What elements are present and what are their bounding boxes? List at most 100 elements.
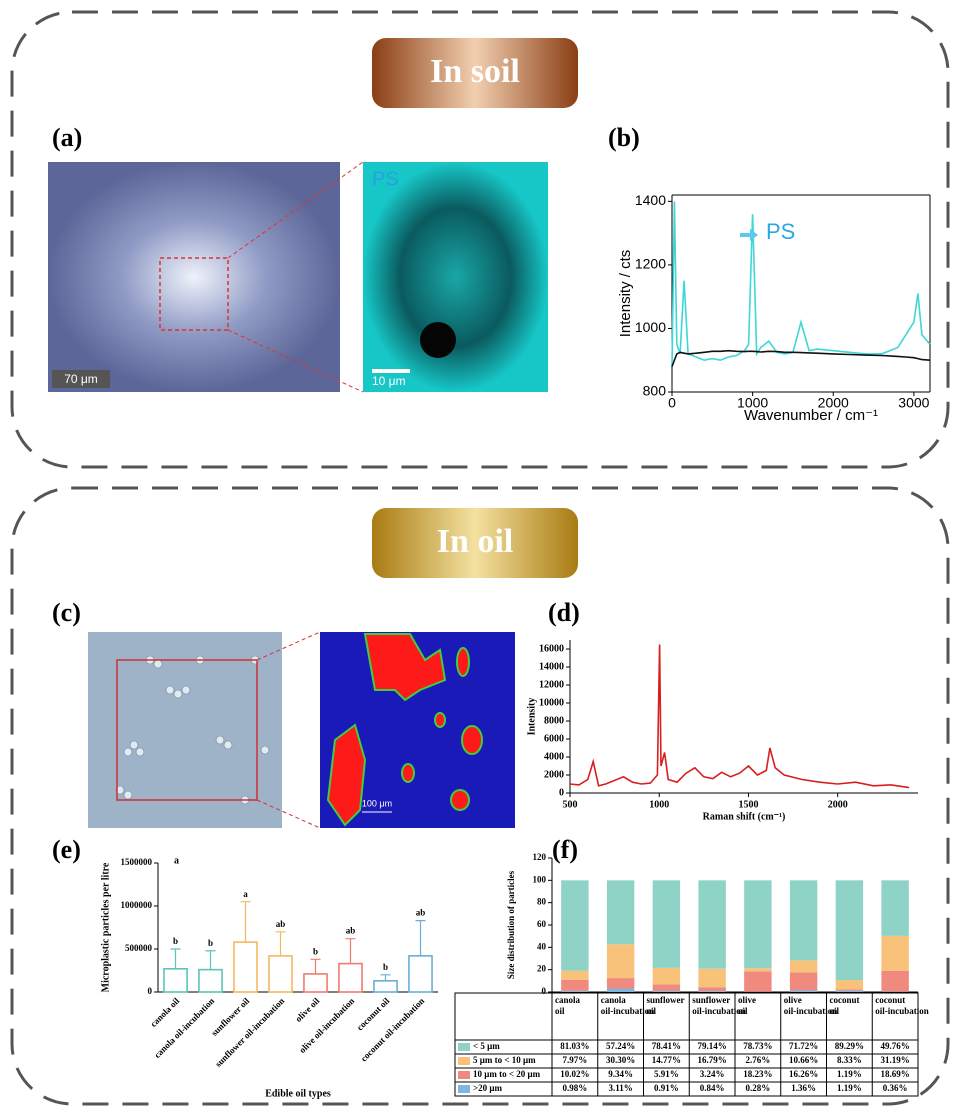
x-tick-label: coconut oil (355, 995, 392, 1032)
bar-segment (790, 990, 817, 992)
panel-label: (d) (548, 598, 580, 627)
table-cell: 18.69% (881, 1069, 910, 1079)
legend-label: >20 μm (473, 1083, 502, 1093)
y-tick-label: 6000 (544, 733, 564, 744)
y-axis-label: Intensity (526, 698, 537, 736)
table-cell: 0.91% (654, 1083, 679, 1093)
y-tick-label: 1500000 (121, 857, 153, 867)
table-header: coconutoil-incubation (875, 995, 929, 1016)
table-cell: 49.76% (881, 1041, 910, 1051)
table-cell: 57.24% (606, 1041, 635, 1051)
table-cell: 78.41% (652, 1041, 681, 1051)
table-header: oliveoil (738, 995, 756, 1016)
y-tick-label: 100 (533, 874, 547, 884)
map-label: PS (372, 168, 399, 190)
table-cell: 0.98% (563, 1083, 588, 1093)
legend-label: < 5 μm (473, 1041, 500, 1051)
legend-swatch (458, 1071, 470, 1079)
bar (234, 942, 257, 992)
x-axis-label: Wavenumber / cm⁻¹ (744, 407, 878, 424)
table-cell: 9.34% (608, 1069, 633, 1079)
scale-label: 100 μm (362, 798, 392, 808)
y-tick-label: 1200 (635, 256, 666, 272)
bar-segment (561, 971, 588, 980)
table-header: canolaoil (555, 995, 581, 1016)
bar-segment (698, 880, 725, 968)
bar-segment (698, 991, 725, 992)
error-bar (276, 932, 286, 956)
y-tick-label: 0 (542, 986, 547, 996)
bar-segment (607, 944, 634, 978)
bar-segment (561, 980, 588, 991)
table-cell: 16.26% (789, 1069, 818, 1079)
section-title: In soil (430, 53, 520, 90)
significance-letter: a (243, 889, 248, 899)
x-tick-label: sunflower oil-incubation (213, 996, 286, 1069)
error-bar (416, 921, 426, 956)
bar-segment (836, 989, 863, 990)
bar (374, 981, 397, 992)
y-tick-label: 0 (559, 787, 564, 798)
section-title: In oil (437, 523, 514, 560)
y-tick-label: 1400 (635, 192, 666, 208)
legend-swatch (458, 1043, 470, 1051)
table-cell: 1.19% (837, 1083, 862, 1093)
spectrum-line (672, 201, 930, 366)
significance-letter: ab (276, 919, 286, 929)
y-axis-label: Intensity / cts (617, 250, 634, 338)
bar-segment (561, 880, 588, 970)
table-cell: 31.19% (881, 1055, 910, 1065)
table-cell: 0.36% (883, 1083, 908, 1093)
bar-segment (561, 991, 588, 992)
table-cell: 1.36% (791, 1083, 816, 1093)
bar (199, 970, 222, 992)
y-tick-label: 0 (148, 986, 153, 996)
micrograph (48, 162, 340, 392)
legend-swatch (458, 1057, 470, 1065)
table-cell: 8.33% (837, 1055, 862, 1065)
annotation: PS (766, 219, 795, 244)
table-cell: 14.77% (652, 1055, 681, 1065)
table-cell: 1.19% (837, 1069, 862, 1079)
bar-segment (653, 991, 680, 992)
significance-letter: b (208, 938, 213, 948)
x-tick-label: 500 (563, 799, 578, 810)
y-tick-label: 1000 (635, 319, 666, 335)
significance-letter: ab (346, 926, 356, 936)
y-tick-label: 8000 (544, 715, 564, 726)
scale-label: 70 μm (64, 372, 98, 386)
bar-segment (607, 989, 634, 992)
bar-segment (653, 968, 680, 984)
table-cell: 10.66% (789, 1055, 818, 1065)
bar-segment (698, 969, 725, 988)
scale-bar (372, 369, 410, 373)
error-bar (171, 949, 181, 969)
table-cell: 3.11% (608, 1083, 632, 1093)
bar-segment (881, 880, 908, 936)
x-tick-label: 2000 (828, 799, 848, 810)
bar-segment (881, 971, 908, 992)
table-cell: 10.02% (560, 1069, 589, 1079)
y-tick-label: 120 (533, 852, 547, 862)
bar-segment (653, 880, 680, 968)
bar-segment (744, 880, 771, 968)
bar-segment (836, 980, 863, 989)
y-tick-label: 2000 (544, 769, 564, 780)
table-cell: 5.91% (654, 1069, 679, 1079)
significance-letter: ab (416, 908, 426, 918)
table-cell: 81.03% (560, 1041, 589, 1051)
panel-label: (e) (52, 835, 81, 864)
table-cell: 3.24% (700, 1069, 725, 1079)
x-axis-label: Raman shift (cm⁻¹) (703, 811, 786, 822)
x-tick-label: coconut oil-incubation (359, 996, 427, 1064)
panel-label: (b) (608, 123, 640, 152)
y-tick-label: 1000000 (121, 900, 153, 910)
spectrum-line (570, 645, 909, 788)
table-cell: 79.14% (698, 1041, 727, 1051)
table-cell: 2.76% (746, 1055, 771, 1065)
table-cell: 89.29% (835, 1041, 864, 1051)
bar-segment (744, 971, 771, 991)
significance-letter: b (313, 946, 318, 956)
legend-label: 10 μm to < 20 μm (473, 1069, 541, 1079)
